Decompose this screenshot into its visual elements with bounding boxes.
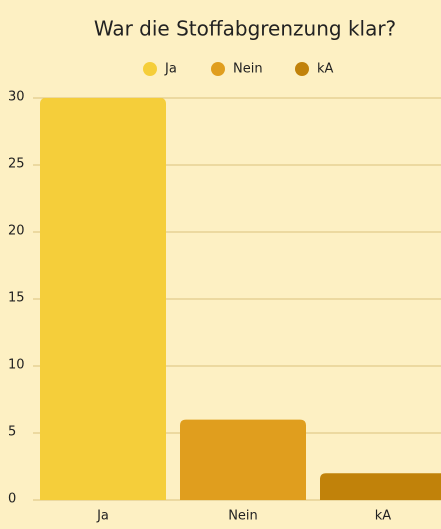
- chart-title: War die Stoffabgrenzung klar?: [94, 17, 396, 41]
- x-tick-label: kA: [375, 509, 392, 524]
- x-tick-label: Nein: [228, 509, 258, 524]
- y-tick-label: 0: [8, 492, 16, 507]
- y-tick-label: 10: [8, 358, 25, 373]
- x-tick-label: Ja: [96, 509, 109, 524]
- y-tick-label: 15: [8, 291, 25, 306]
- legend-label: kA: [317, 62, 334, 77]
- legend-swatch: [143, 62, 157, 76]
- y-tick-label: 5: [8, 425, 16, 440]
- bar: [180, 419, 306, 500]
- y-tick-label: 20: [8, 224, 25, 239]
- legend-label: Ja: [164, 62, 177, 77]
- legend-swatch: [211, 62, 225, 76]
- y-tick-label: 25: [8, 157, 25, 172]
- y-tick-label: 30: [8, 90, 25, 105]
- bar: [320, 473, 441, 500]
- legend-swatch: [295, 62, 309, 76]
- bar: [40, 98, 166, 500]
- legend-label: Nein: [233, 62, 263, 77]
